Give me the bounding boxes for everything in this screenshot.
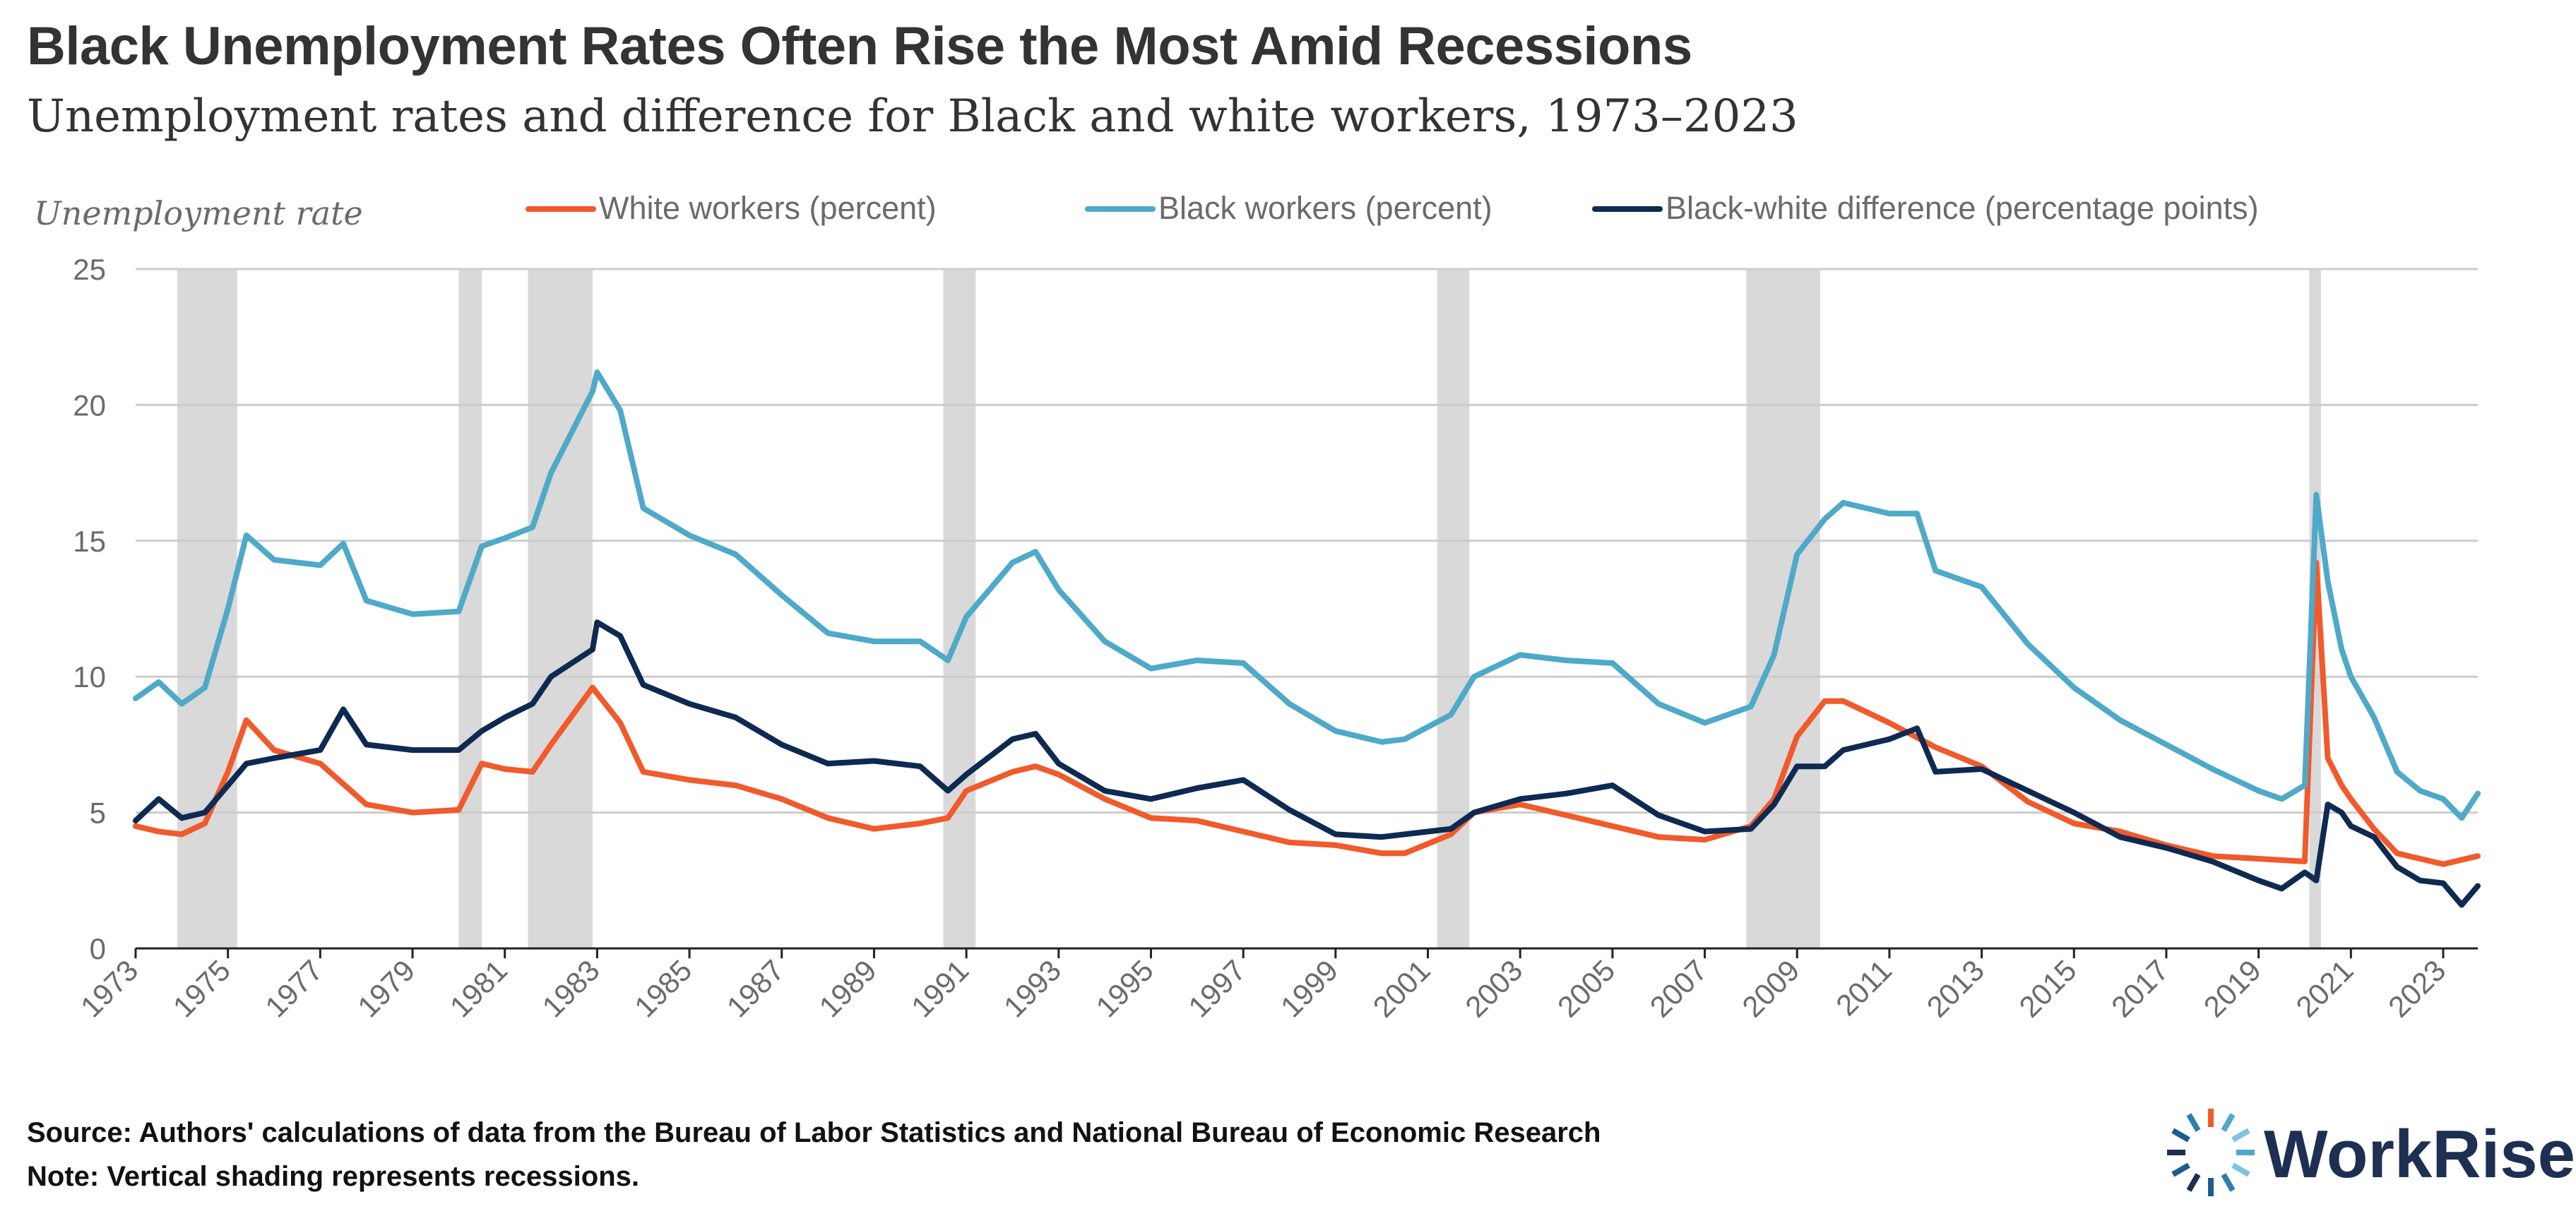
recession-note: Note: Vertical shading represents recess… xyxy=(27,1161,640,1192)
x-tick-label-1985: 1985 xyxy=(628,953,698,1023)
x-tick-label-1997: 1997 xyxy=(1182,953,1252,1023)
chart-title: Black Unemployment Rates Often Rise the … xyxy=(27,16,1692,76)
legend: White workers (percent) Black workers (pe… xyxy=(526,190,2259,226)
x-tick-label-1973: 1973 xyxy=(74,953,144,1023)
series-line-2 xyxy=(133,619,2481,908)
x-tick-label-2019: 2019 xyxy=(2197,953,2267,1023)
x-tick-label-1993: 1993 xyxy=(997,953,1067,1023)
legend-label-1: Black workers (percent) xyxy=(1158,190,1492,226)
x-tick-label-1991: 1991 xyxy=(905,953,975,1023)
series-line-0 xyxy=(133,559,2481,867)
source-note: Source: Authors' calculations of data fr… xyxy=(27,1117,1601,1148)
y-tick-label-15: 15 xyxy=(73,525,106,558)
gridlines-group xyxy=(136,268,2478,814)
x-tick-label-1995: 1995 xyxy=(1090,953,1160,1023)
x-tick-label-2015: 2015 xyxy=(2012,953,2082,1023)
x-tick-label-2013: 2013 xyxy=(1921,953,1990,1023)
x-tick-label-1983: 1983 xyxy=(535,953,605,1023)
workrise-logo-text: WorkRise xyxy=(2264,1116,2576,1192)
y-tick-label-10: 10 xyxy=(73,660,106,693)
x-tick-label-2007: 2007 xyxy=(1644,953,1714,1023)
x-tick-label-1989: 1989 xyxy=(812,953,882,1023)
y-tick-label-25: 25 xyxy=(73,253,106,286)
y-tick-label-0: 0 xyxy=(90,932,106,965)
x-tick-label-2009: 2009 xyxy=(1735,953,1805,1023)
x-tick-label-1981: 1981 xyxy=(444,953,514,1023)
x-tick-label-2021: 2021 xyxy=(2289,953,2359,1023)
series-group xyxy=(133,369,2481,908)
x-tick-label-2017: 2017 xyxy=(2105,953,2175,1023)
y-tick-label-5: 5 xyxy=(90,797,106,830)
x-tick-label-1977: 1977 xyxy=(259,953,328,1023)
x-tick-label-2005: 2005 xyxy=(1551,953,1621,1023)
x-tick-label-1975: 1975 xyxy=(167,953,237,1023)
x-tick-label-2001: 2001 xyxy=(1367,953,1437,1023)
series-line-1 xyxy=(133,369,2481,821)
workrise-logo-icon xyxy=(2167,1109,2255,1196)
x-tick-label-2023: 2023 xyxy=(2382,953,2452,1023)
recession-band-4 xyxy=(1437,269,1470,948)
y-tick-label-20: 20 xyxy=(73,388,106,422)
x-tick-label-1999: 1999 xyxy=(1274,953,1344,1023)
x-tick-label-2003: 2003 xyxy=(1459,953,1529,1023)
legend-label-0: White workers (percent) xyxy=(599,190,937,226)
x-tick-label-1979: 1979 xyxy=(351,953,421,1023)
chart-subtitle: Unemployment rates and difference for Bl… xyxy=(27,90,1798,143)
x-tick-label-2011: 2011 xyxy=(1829,953,1898,1022)
legend-label-2: Black-white difference (percentage point… xyxy=(1666,190,2259,226)
x-tick-label-1987: 1987 xyxy=(720,953,790,1023)
recession-band-2 xyxy=(528,269,593,948)
y-axis-label: Unemployment rate xyxy=(34,194,363,232)
